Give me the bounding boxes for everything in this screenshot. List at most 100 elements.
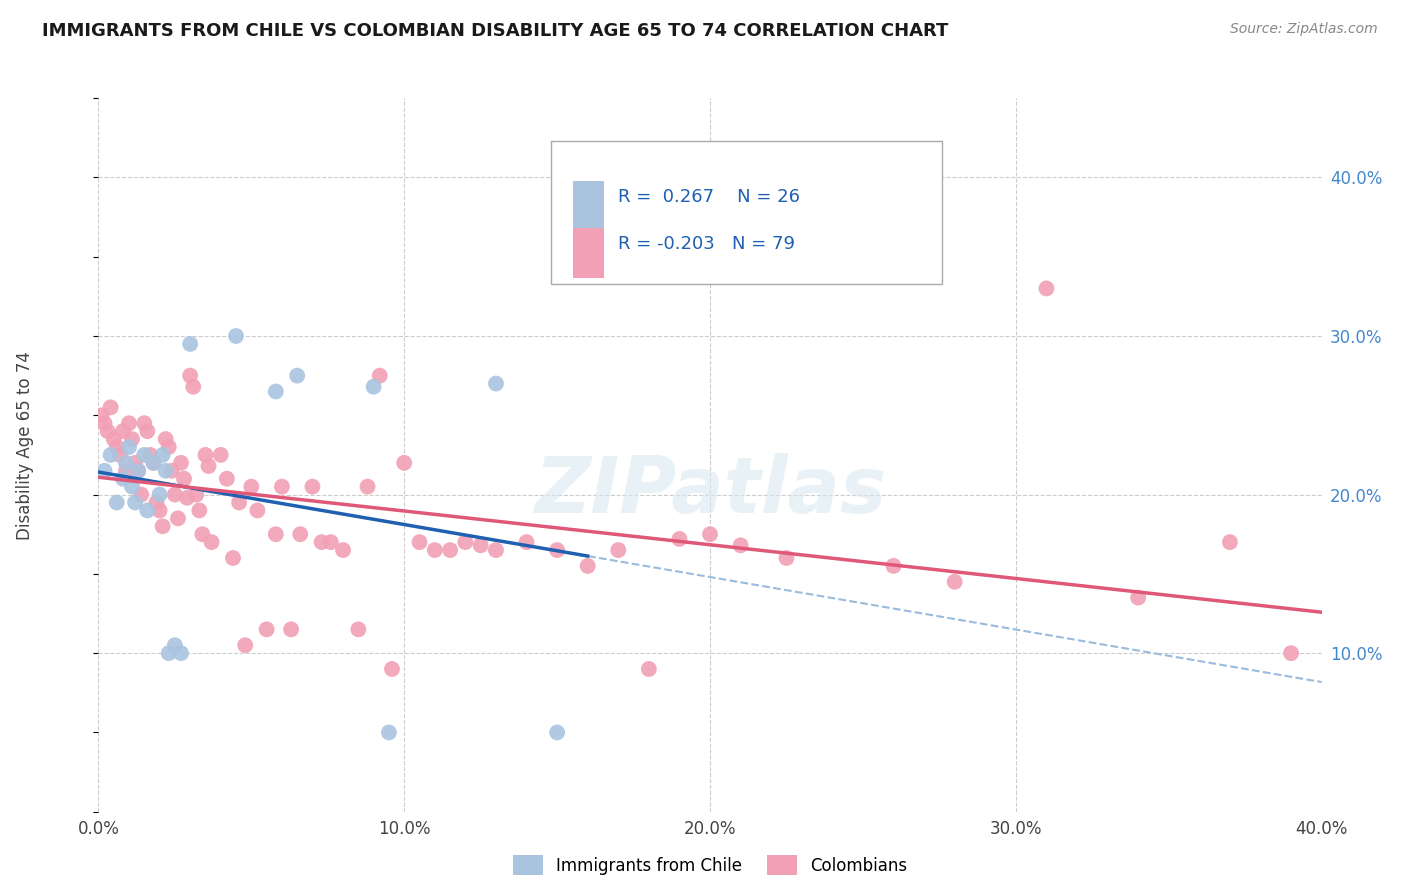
Point [118, 416, 141, 430]
Point [90, 409, 112, 423]
Point [699, 527, 721, 541]
Point [347, 623, 370, 637]
Text: R = -0.203   N = 79: R = -0.203 N = 79 [619, 235, 796, 253]
Point [775, 551, 797, 566]
Point [1219, 535, 1241, 549]
Point [1035, 281, 1057, 295]
Point [943, 574, 966, 589]
FancyBboxPatch shape [551, 141, 942, 284]
Point [301, 480, 323, 494]
Point [233, 638, 256, 652]
Point [105, 440, 128, 454]
Bar [574, 228, 603, 278]
Point [124, 495, 146, 509]
Point [170, 646, 193, 660]
Bar [574, 181, 603, 231]
Point [883, 558, 905, 573]
Point [485, 376, 508, 391]
Point [280, 623, 302, 637]
Point [200, 535, 222, 549]
Point [152, 519, 174, 533]
Point [145, 495, 167, 509]
Point [108, 448, 131, 462]
Point [127, 464, 149, 478]
Point [392, 456, 416, 470]
Point [668, 532, 690, 546]
Point [423, 543, 446, 558]
Point [163, 638, 186, 652]
Point [186, 487, 208, 501]
Point [118, 440, 141, 454]
Text: R =  0.267    N = 26: R = 0.267 N = 26 [619, 188, 800, 206]
Point [152, 448, 174, 462]
Point [163, 487, 186, 501]
Point [93, 416, 115, 430]
Point [356, 480, 378, 494]
Point [111, 424, 134, 438]
Point [115, 456, 138, 470]
Point [121, 480, 143, 494]
Point [191, 527, 214, 541]
Point [319, 535, 342, 549]
Point [155, 464, 177, 478]
Point [246, 503, 269, 517]
Point [264, 384, 287, 399]
Point [485, 543, 508, 558]
Point [194, 448, 217, 462]
Text: Disability Age 65 to 74: Disability Age 65 to 74 [17, 351, 34, 541]
Point [228, 495, 250, 509]
Text: Source: ZipAtlas.com: Source: ZipAtlas.com [1230, 22, 1378, 37]
Point [93, 464, 115, 478]
Point [134, 448, 156, 462]
Point [240, 480, 263, 494]
Point [209, 448, 232, 462]
Point [139, 448, 162, 462]
Legend: Immigrants from Chile, Colombians: Immigrants from Chile, Colombians [506, 848, 914, 882]
Point [264, 527, 287, 541]
Point [256, 623, 278, 637]
Point [100, 448, 122, 462]
Point [1128, 591, 1150, 605]
Point [160, 464, 183, 478]
Point [516, 535, 538, 549]
Point [215, 472, 238, 486]
Point [576, 558, 599, 573]
Point [136, 424, 159, 438]
Point [129, 487, 152, 501]
Point [176, 491, 198, 505]
Point [222, 551, 245, 566]
Point [142, 456, 165, 470]
Point [311, 535, 333, 549]
Point [179, 368, 201, 383]
Point [127, 464, 149, 478]
Point [142, 456, 165, 470]
Point [124, 456, 146, 470]
Point [103, 432, 125, 446]
Point [454, 535, 477, 549]
Point [637, 662, 661, 676]
Point [285, 368, 308, 383]
Point [149, 503, 172, 517]
Point [378, 725, 401, 739]
Point [546, 543, 568, 558]
Text: ZIPatlas: ZIPatlas [534, 452, 886, 529]
Point [381, 662, 404, 676]
Point [149, 487, 172, 501]
Point [167, 511, 190, 525]
Point [439, 543, 461, 558]
Point [290, 527, 312, 541]
Point [157, 646, 180, 660]
Point [470, 538, 492, 552]
Point [157, 440, 180, 454]
Point [97, 424, 120, 438]
Point [225, 329, 247, 343]
Text: IMMIGRANTS FROM CHILE VS COLOMBIAN DISABILITY AGE 65 TO 74 CORRELATION CHART: IMMIGRANTS FROM CHILE VS COLOMBIAN DISAB… [42, 22, 949, 40]
Point [105, 495, 128, 509]
Point [173, 472, 195, 486]
Point [332, 543, 354, 558]
Point [181, 380, 204, 394]
Point [546, 725, 568, 739]
Point [197, 458, 219, 473]
Point [408, 535, 430, 549]
Point [155, 432, 177, 446]
